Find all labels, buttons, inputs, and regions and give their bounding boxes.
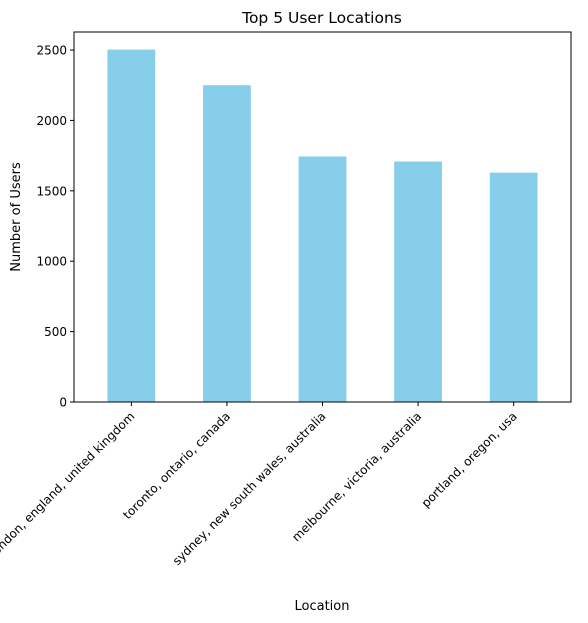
x-tick-label-0: london, england, united kingdom — [0, 409, 137, 560]
y-tick-label-3: 1500 — [36, 184, 67, 198]
y-tick-label-4: 2000 — [36, 114, 67, 128]
bar-2 — [298, 156, 347, 402]
y-axis-title: Number of Users — [9, 162, 24, 272]
plot-area: 0 500 1000 1500 2000 2500 london, england, uni… — [0, 31, 572, 568]
bar-4 — [489, 172, 538, 402]
bar-3 — [394, 161, 442, 402]
y-tick-label-1: 500 — [44, 325, 67, 339]
y-tick-label-5: 2500 — [36, 44, 67, 58]
x-axis-title: Location — [295, 599, 350, 614]
x-tick-label-4: portland, oregon, usa — [419, 409, 520, 510]
y-tick-label-2: 1000 — [36, 255, 67, 269]
y-tick-label-0: 0 — [59, 396, 67, 410]
x-tick-label-1: toronto, ontario, canada — [120, 409, 233, 522]
bar-1 — [203, 85, 251, 402]
x-tick-label-2: sydney, new south wales, australia — [170, 409, 329, 568]
chart-title: Top 5 User Locations — [241, 9, 402, 27]
bar-0 — [107, 49, 156, 402]
